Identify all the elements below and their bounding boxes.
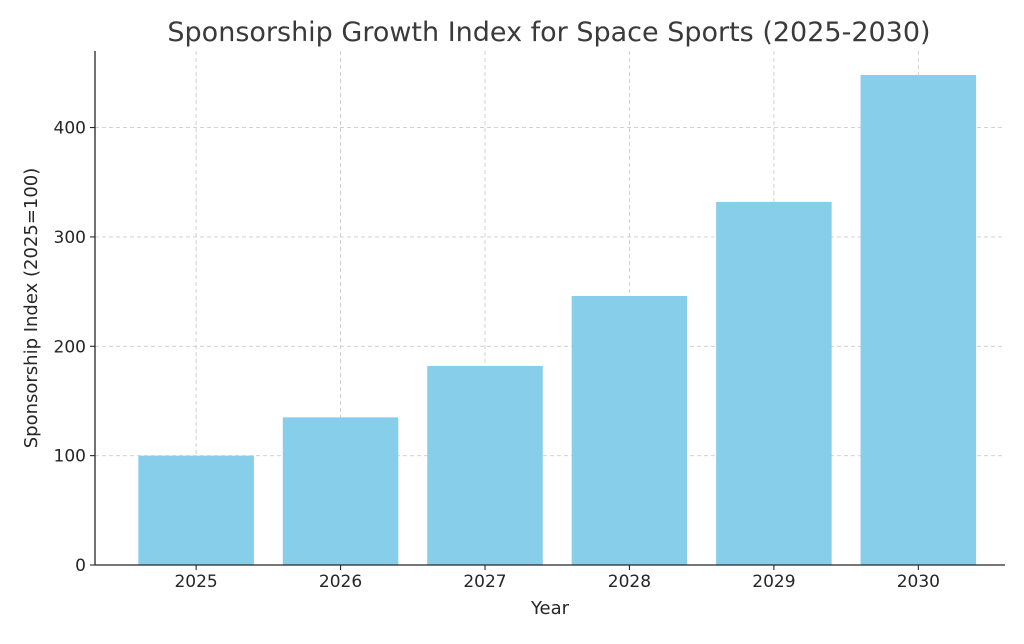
x-tick-label: 2025 (174, 572, 217, 592)
y-tick-label: 0 (75, 556, 86, 576)
x-tick-label: 2027 (463, 572, 506, 592)
bar-2029 (716, 201, 832, 566)
bar-2026 (282, 417, 399, 565)
bar-2030 (860, 75, 977, 566)
bars (138, 75, 977, 566)
y-axis-label: Sponsorship Index (2025=100) (21, 168, 42, 449)
axes (94, 51, 1005, 566)
x-tick-label: 2030 (897, 572, 940, 592)
bar-2028 (571, 295, 688, 565)
x-axis-label: Year (530, 598, 570, 619)
bar-2025 (138, 455, 254, 565)
y-tick-label: 200 (54, 337, 86, 357)
chart-title: Sponsorship Growth Index for Space Sport… (167, 17, 930, 48)
x-tick-label: 2028 (608, 572, 651, 592)
x-tick-label: 2026 (319, 572, 362, 592)
y-axis-ticks: 0 100 200 300 400 (54, 119, 95, 576)
bar-2027 (427, 365, 543, 565)
y-tick-label: 300 (54, 228, 86, 248)
x-axis-ticks: 2025 2026 2027 2028 2029 2030 (174, 565, 940, 592)
x-tick-label: 2029 (752, 572, 795, 592)
y-tick-label: 400 (54, 119, 86, 139)
y-tick-label: 100 (54, 447, 86, 467)
